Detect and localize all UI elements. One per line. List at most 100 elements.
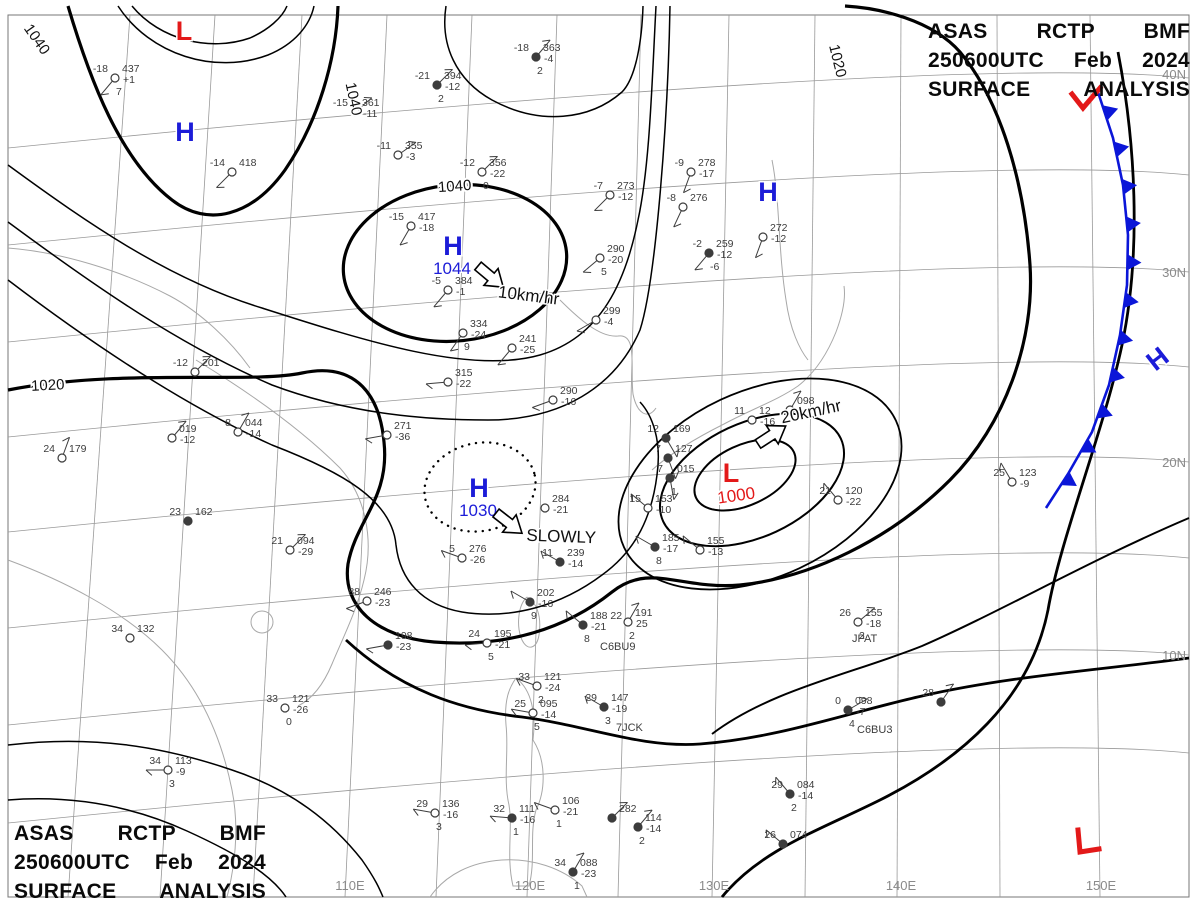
station-value-pressure: 094 [297, 535, 315, 547]
parallel-line [7, 266, 1190, 343]
station-value-pressure: 114 [645, 812, 662, 824]
station-value-below: 3 [169, 778, 175, 790]
station-value-pressure: 015 [677, 463, 695, 475]
station-plot: 32 111-161 [489, 803, 535, 838]
station-circle [686, 167, 696, 177]
station-circle [623, 617, 633, 627]
movement-arrow [754, 424, 787, 450]
station-value-below: 8 [584, 633, 590, 645]
station-value-topleft: 5 [449, 543, 455, 555]
coastline [429, 859, 588, 898]
station-value-pressure: 185 [662, 532, 680, 544]
wind-barb-tick [399, 242, 408, 246]
station-circle [936, 697, 946, 707]
latitude-label: 30N [1162, 265, 1186, 280]
station-value-pressure: 239 [567, 547, 585, 559]
station-value-right: -16 [443, 809, 458, 821]
station-value-pressure: 361 [362, 97, 380, 109]
wind-barb-tick [100, 93, 109, 96]
wind-barb-tick [510, 708, 517, 716]
title-line-1: ASAS RCTP BMF [14, 822, 266, 845]
wind-barb-tick [635, 535, 639, 544]
wind-barb-tick [644, 809, 653, 812]
station-value-topleft: -2 [693, 238, 702, 250]
station-value-right: -11 [363, 108, 378, 120]
station-circle [507, 813, 517, 823]
isobar-line [720, 51, 1136, 898]
station-value-below: 2 [629, 630, 635, 642]
station-value-topleft: 24 [468, 628, 480, 640]
isobar-line [131, 5, 288, 45]
station-circle [605, 190, 615, 200]
isobar-label: 1020 [31, 376, 65, 395]
station-circle [110, 73, 120, 83]
wind-barb-tick [793, 390, 802, 394]
station-value-topleft: -12 [460, 157, 475, 169]
station-value-pressure: 106 [562, 795, 580, 807]
station-plot: -15 361-11 [333, 97, 380, 120]
station-circle [1007, 477, 1017, 487]
station-plot: 198-23 [366, 630, 413, 654]
station-value-right: -10 [656, 504, 671, 516]
station-value-topleft: 33 [518, 671, 530, 683]
wind-barb-tick [510, 590, 514, 599]
station-value-right: -12 [618, 191, 633, 203]
station-value-pressure: 272 [770, 222, 788, 234]
station-value-topleft: 8 [225, 417, 231, 429]
parallel-line [7, 649, 1190, 726]
wind-barb-tick [630, 493, 633, 502]
station-value-below: 7 [116, 86, 122, 98]
pressure-center-H: H [443, 231, 463, 261]
cold-front-triangle [1121, 178, 1138, 195]
cold-front-triangle [1109, 367, 1125, 383]
station-value-pressure: 132 [137, 623, 155, 635]
station-value-pressure: 188 22 [590, 610, 622, 622]
wind-barb-tick [542, 39, 551, 42]
wind-barb-tick [682, 535, 685, 544]
station-value-pressure: 019 [179, 423, 197, 435]
station-circle [531, 52, 541, 62]
station-plot: 11 239-14 [540, 547, 585, 570]
station-value-topleft: -12 [173, 357, 188, 369]
station-plot: 272-12 [755, 222, 788, 259]
station-circle [661, 433, 671, 443]
wind-barb-tick [450, 348, 459, 352]
station-value-topleft: 29 [585, 692, 597, 704]
station-value-pressure: 437 [122, 63, 140, 75]
station-value-topleft: -18 [514, 42, 529, 54]
wind-barb-tick [440, 550, 446, 558]
station-circle [528, 708, 538, 718]
station-value-pressure: 088 [580, 857, 598, 869]
station-plot: 15 153-10 [629, 493, 672, 516]
station-plot: 315-22 [425, 367, 473, 390]
station-value-pressure: 120 [845, 485, 863, 497]
station-plot: -18 437+17 [93, 63, 140, 98]
station-plot: 88 246-23 [346, 586, 392, 613]
wind-barb-tick [676, 449, 680, 458]
station-value-topleft: -11 [377, 140, 392, 152]
pressure-center-H: H [175, 117, 195, 147]
station-plot: 24 195-215 [464, 628, 512, 663]
station-circle [163, 765, 173, 775]
station-plot: 271-36 [365, 420, 412, 444]
longitude-label: 150E [1086, 878, 1117, 893]
station-plot: 29 084-142 [771, 776, 815, 814]
station-value-topleft: 11 [542, 547, 553, 559]
station-value-right: -25 [520, 344, 535, 356]
station-value-below: 3 [436, 821, 442, 833]
station-value-right: -18 [419, 222, 434, 234]
station-plot: 0 098-74 [835, 695, 873, 730]
station-circle [747, 415, 757, 425]
title-line-3: SURFACE ANALYSIS [14, 879, 266, 903]
station-value-right: -9 [1020, 478, 1029, 490]
longitude-label: 120E [515, 878, 546, 893]
station-plot: 8 044-14 [225, 412, 263, 440]
station-value-below: 1 [513, 826, 519, 838]
station-value-right: -7 [856, 706, 865, 718]
station-value-right: -22 [456, 378, 471, 390]
longitude-label: 130E [699, 878, 730, 893]
station-value-right: -13 [708, 546, 723, 558]
wind-barb-tick [433, 305, 442, 308]
station-value-pressure: 271 [394, 420, 412, 432]
station-value-pressure: 155 [707, 535, 725, 547]
